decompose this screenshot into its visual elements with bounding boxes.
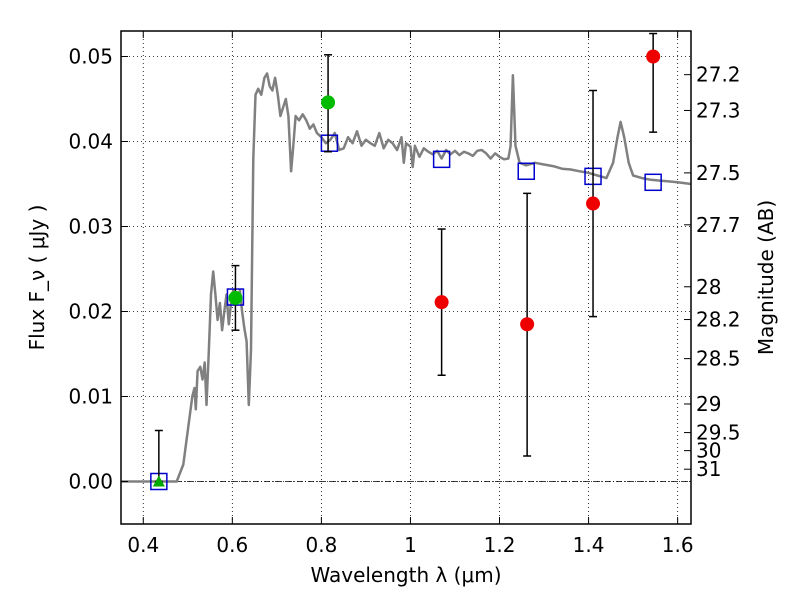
model-photometry-square [644, 173, 662, 192]
y-tick-label: 0.00 [68, 470, 113, 494]
y-axis-title-left: Flux F_ν ( μJy ) [25, 205, 49, 351]
model-photometry-square [432, 150, 451, 169]
right-tick-label: 31 [696, 457, 721, 481]
x-tick-label: 0.4 [127, 533, 159, 557]
right-tick-label: 28.2 [696, 308, 741, 332]
x-tick-label: 1.2 [484, 533, 516, 557]
ticks: 0.4 0.6 0.8 1 1.2 1.4 1.6 0.00 0.01 0.02 0.03 0.04 0… [68, 31, 741, 557]
upper-limit-triangle [152, 475, 165, 487]
observed-flux-point [321, 95, 336, 110]
model-photometry-square [517, 162, 535, 180]
observed-flux-point [228, 290, 243, 305]
right-tick-label: 28 [696, 275, 721, 299]
grid [121, 31, 691, 524]
observed-flux-point [586, 196, 601, 211]
right-tick-label: 28.5 [696, 347, 741, 371]
observed-flux-point [646, 49, 661, 64]
x-tick-label: 0.8 [305, 533, 337, 557]
y-tick-label: 0.03 [68, 215, 113, 239]
y-tick-label: 0.01 [68, 385, 113, 409]
right-tick-label: 29 [696, 392, 721, 416]
right-tick-label: 30 [696, 439, 721, 463]
y-tick-label: 0.04 [68, 130, 113, 154]
right-tick-label: 27.5 [696, 161, 741, 185]
observed-flux-point [434, 295, 449, 310]
y-tick-label: 0.05 [68, 45, 113, 69]
series-layer [121, 32, 692, 491]
right-tick-label: 27.3 [696, 98, 741, 122]
x-tick-label: 1 [404, 533, 417, 557]
model-spectrum-line [121, 72, 692, 483]
x-tick-label: 0.6 [216, 533, 248, 557]
right-tick-label: 29.5 [696, 421, 741, 445]
x-tick-label: 1.6 [662, 533, 694, 557]
plot-frame [120, 30, 692, 525]
y-axis-title-right: Magnitude (AB) [754, 200, 778, 355]
y-tick-label: 0.02 [68, 300, 113, 324]
x-axis-title: Wavelength λ (μm) [310, 563, 501, 587]
observed-flux-point [520, 317, 535, 332]
right-tick-label: 27.7 [696, 213, 741, 237]
right-tick-label: 27.2 [696, 63, 741, 87]
x-tick-label: 1.4 [573, 533, 605, 557]
